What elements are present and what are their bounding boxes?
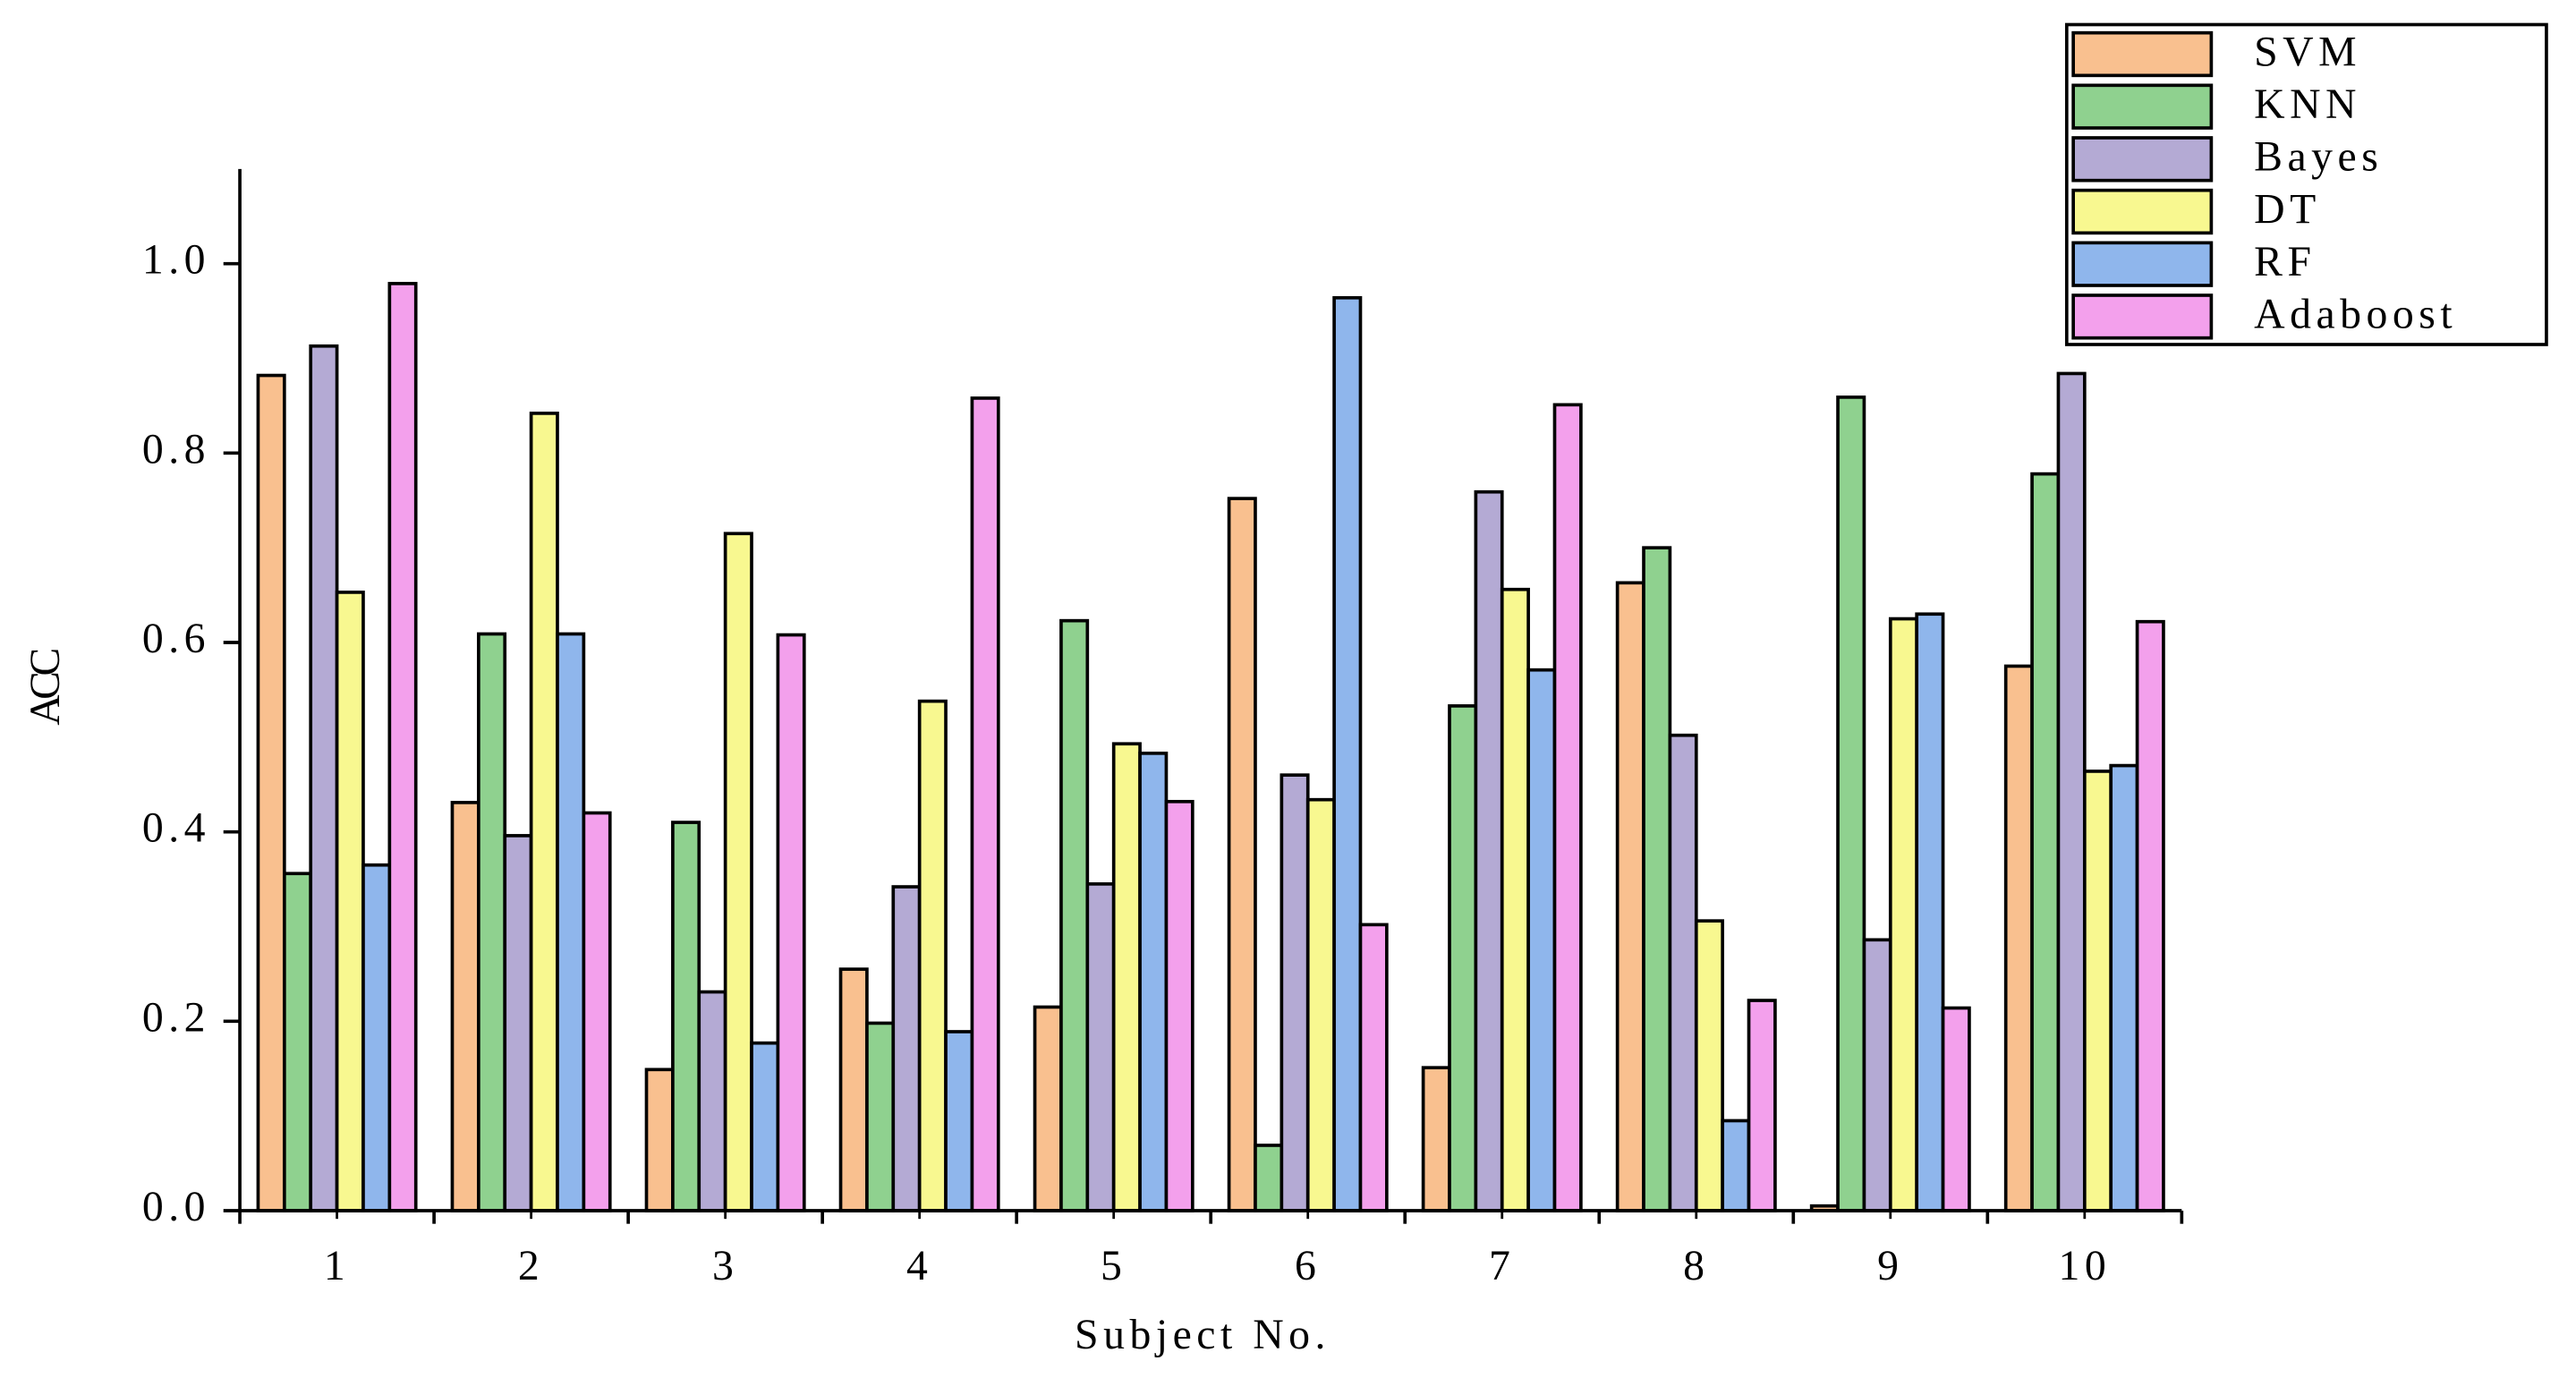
bar xyxy=(838,967,869,1212)
bar xyxy=(970,396,1000,1212)
bar xyxy=(1033,1005,1063,1212)
x-tick-label: 9 xyxy=(1877,1242,1903,1289)
x-tick-label: 2 xyxy=(518,1242,544,1289)
bar xyxy=(1111,742,1142,1212)
bar xyxy=(503,834,533,1212)
bar xyxy=(1862,938,1892,1212)
legend-swatch xyxy=(2071,30,2214,78)
bar xyxy=(2003,664,2034,1212)
bar xyxy=(2082,770,2113,1212)
bar xyxy=(1747,999,1777,1212)
bar xyxy=(1421,1066,1451,1212)
legend-swatch xyxy=(2071,136,2214,183)
legend-label: Adaboost xyxy=(2254,291,2457,338)
bar xyxy=(1279,773,1310,1212)
bar xyxy=(556,632,586,1212)
legend-label: KNN xyxy=(2254,81,2361,128)
bar xyxy=(477,632,507,1212)
bar xyxy=(723,532,753,1212)
x-tick-label: 1 xyxy=(324,1242,350,1289)
bar xyxy=(256,373,286,1212)
bar xyxy=(2135,619,2165,1212)
bar xyxy=(644,1068,675,1212)
x-axis-label: Subject No. xyxy=(1075,1311,1331,1358)
legend-label: DT xyxy=(2254,185,2321,233)
legend-swatch xyxy=(2071,188,2214,235)
x-tick-label: 10 xyxy=(2058,1242,2111,1289)
y-tick-label: 0.2 xyxy=(142,993,210,1041)
legend-box xyxy=(2064,22,2548,346)
bar xyxy=(1668,733,1698,1212)
bar xyxy=(1474,489,1504,1212)
x-tick-label: 6 xyxy=(1295,1242,1321,1289)
bar xyxy=(282,872,313,1212)
bar xyxy=(944,1030,974,1212)
bar xyxy=(1500,587,1530,1212)
bar xyxy=(1888,617,1919,1212)
bar xyxy=(1332,295,1363,1212)
bar xyxy=(1941,1006,1971,1212)
bar xyxy=(1227,497,1257,1212)
bar xyxy=(1642,546,1672,1212)
bar xyxy=(865,1021,896,1212)
bar xyxy=(1358,923,1389,1212)
bar xyxy=(1526,668,1557,1212)
bar xyxy=(776,633,806,1212)
bar xyxy=(450,801,480,1212)
x-tick-label: 7 xyxy=(1489,1242,1515,1289)
bar xyxy=(2056,371,2087,1212)
x-tick-label: 4 xyxy=(906,1242,932,1289)
legend-swatch xyxy=(2071,293,2214,340)
bar xyxy=(309,344,339,1212)
x-tick-label: 8 xyxy=(1683,1242,1709,1289)
bar xyxy=(1085,882,1116,1212)
bar xyxy=(1448,704,1478,1212)
x-tick-label: 3 xyxy=(712,1242,738,1289)
y-tick-label: 1.0 xyxy=(142,236,210,284)
bar xyxy=(361,863,392,1212)
bar xyxy=(1721,1119,1751,1212)
bar xyxy=(1138,751,1169,1212)
bar xyxy=(2030,472,2061,1212)
bar xyxy=(1552,403,1583,1212)
bar xyxy=(2109,763,2139,1212)
bar xyxy=(1164,799,1194,1212)
bar xyxy=(917,699,948,1212)
bar xyxy=(1694,919,1724,1212)
bar xyxy=(1254,1144,1284,1212)
bar xyxy=(387,282,418,1212)
legend-label: Bayes xyxy=(2254,133,2383,181)
y-tick-label: 0.0 xyxy=(142,1183,210,1230)
legend-swatch xyxy=(2071,83,2214,130)
y-axis-label: ACC xyxy=(21,650,69,726)
y-tick-label: 0.8 xyxy=(142,425,210,472)
bar xyxy=(529,412,559,1212)
bar xyxy=(891,885,922,1212)
bar xyxy=(671,821,701,1212)
bar xyxy=(1615,581,1645,1212)
bar xyxy=(1915,612,1945,1212)
legend-label: SVM xyxy=(2254,28,2361,75)
bar xyxy=(335,591,365,1212)
y-tick-label: 0.6 xyxy=(142,615,210,662)
bar xyxy=(750,1041,780,1212)
bar xyxy=(697,990,727,1212)
bar xyxy=(582,811,612,1212)
bar xyxy=(1836,396,1866,1212)
x-tick-label: 5 xyxy=(1101,1242,1126,1289)
y-tick-label: 0.4 xyxy=(142,804,210,852)
legend-swatch xyxy=(2071,241,2214,287)
bar xyxy=(1059,618,1090,1212)
bar xyxy=(1305,797,1336,1212)
legend-label: RF xyxy=(2254,238,2316,285)
